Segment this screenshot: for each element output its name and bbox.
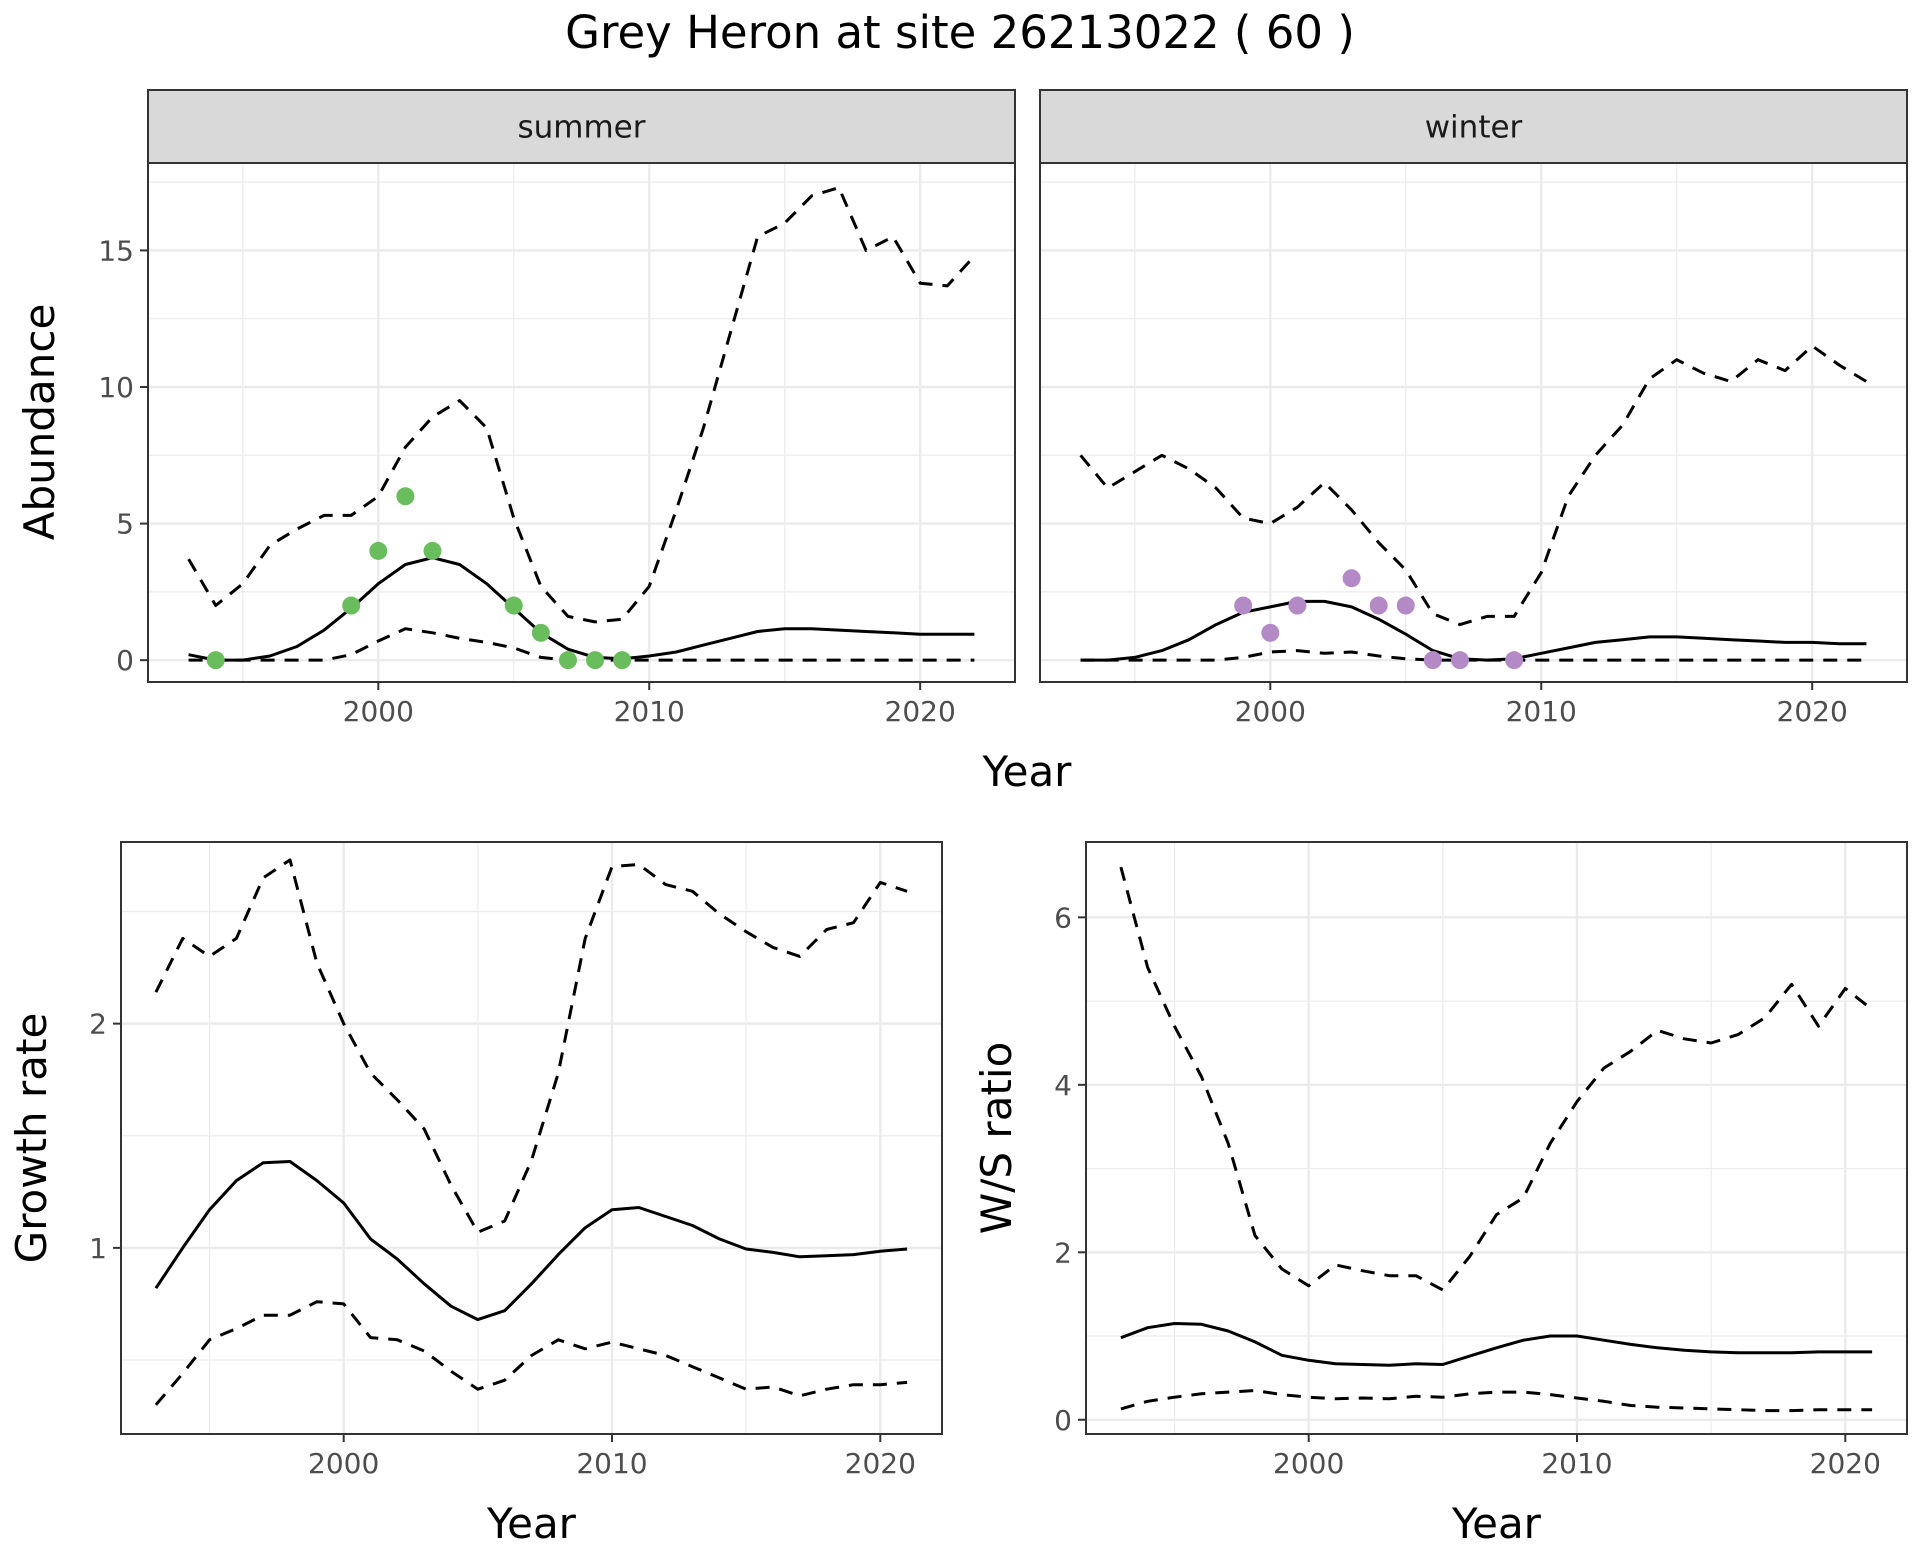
x-tick-label: 2020 xyxy=(845,1447,916,1480)
y-tick-label: 6 xyxy=(1054,901,1072,934)
x-tick-label: 2000 xyxy=(308,1447,379,1480)
data-point xyxy=(206,651,225,670)
data-point xyxy=(504,596,523,615)
x-tick-label: 2010 xyxy=(1541,1447,1612,1480)
y-axis-title: Abundance xyxy=(15,304,64,541)
data-point xyxy=(1288,596,1307,615)
data-point xyxy=(1261,623,1280,642)
page-title: Grey Heron at site 26213022 ( 60 ) xyxy=(565,6,1355,59)
winter-abundance-panel: winter 2000 2010 2020 xyxy=(1039,89,1908,728)
y-tick-label: 1 xyxy=(89,1232,107,1265)
y-tick-label: 0 xyxy=(1054,1404,1072,1437)
data-point xyxy=(531,623,550,642)
x-axis-title: Year xyxy=(1451,1499,1542,1548)
x-tick-label: 2000 xyxy=(1235,695,1306,728)
x-tick-label: 2000 xyxy=(1273,1447,1344,1480)
growth-rate-panel: 2000 2010 2020 1 2 Year Growth rate xyxy=(7,841,943,1548)
x-tick-label: 2000 xyxy=(343,695,414,728)
data-point xyxy=(1450,651,1469,670)
data-point xyxy=(396,487,415,506)
facet-label: summer xyxy=(517,110,645,146)
series-line-lower xyxy=(1080,649,1867,662)
panel-border xyxy=(1039,162,1908,683)
series-line-estimate xyxy=(1080,599,1867,662)
facet-strip xyxy=(1039,89,1908,164)
data-point xyxy=(342,596,361,615)
y-tick-label: 10 xyxy=(98,371,134,404)
panel-border xyxy=(120,841,943,1435)
y-tick-label: 15 xyxy=(98,234,134,267)
series-line-estimate xyxy=(154,1160,908,1322)
y-axis-title: Growth rate xyxy=(7,1013,56,1264)
data-point xyxy=(558,651,577,670)
facet-strip xyxy=(147,89,1016,164)
summer-abundance-panel: summer 2000 2010 2020 0 5 10 15 xyxy=(98,89,1016,728)
data-point xyxy=(369,541,388,560)
y-tick-label: 2 xyxy=(89,1008,107,1041)
x-tick-label: 2010 xyxy=(614,695,685,728)
x-tick-label: 2010 xyxy=(1506,695,1577,728)
shared-axis-labels: Year Abundance xyxy=(15,304,1072,796)
data-point xyxy=(586,651,605,670)
x-tick-label: 2020 xyxy=(1777,695,1848,728)
x-axis-title: Year xyxy=(982,747,1073,796)
y-tick-label: 4 xyxy=(1054,1069,1072,1102)
data-point xyxy=(1423,651,1442,670)
data-point xyxy=(1369,596,1388,615)
series-line-upper xyxy=(1119,866,1874,1292)
x-tick-label: 2020 xyxy=(1810,1447,1881,1480)
series-line-lower xyxy=(1120,1389,1873,1413)
x-axis-title: Year xyxy=(486,1499,577,1548)
y-tick-label: 5 xyxy=(116,508,134,541)
series-line-lower xyxy=(154,1300,908,1406)
facet-label: winter xyxy=(1425,110,1523,146)
data-point xyxy=(613,651,632,670)
data-point xyxy=(1342,569,1361,588)
series-line-lower xyxy=(188,627,975,662)
data-point xyxy=(423,541,442,560)
x-tick-label: 2020 xyxy=(885,695,956,728)
series-line-estimate xyxy=(1120,1322,1873,1367)
ws-ratio-panel: 2000 2010 2020 0 2 4 6 Year W/S ratio xyxy=(972,841,1908,1548)
panel-border xyxy=(1085,841,1908,1435)
data-point xyxy=(1505,651,1524,670)
x-tick-label: 2010 xyxy=(576,1447,647,1480)
series-line-upper xyxy=(154,858,908,1234)
data-point xyxy=(1234,596,1253,615)
series-line-estimate xyxy=(188,556,975,662)
data-point xyxy=(1396,596,1415,615)
y-axis-title: W/S ratio xyxy=(972,1042,1021,1235)
series-line-upper xyxy=(187,186,976,624)
y-tick-label: 2 xyxy=(1054,1236,1072,1269)
y-tick-label: 0 xyxy=(116,644,134,677)
